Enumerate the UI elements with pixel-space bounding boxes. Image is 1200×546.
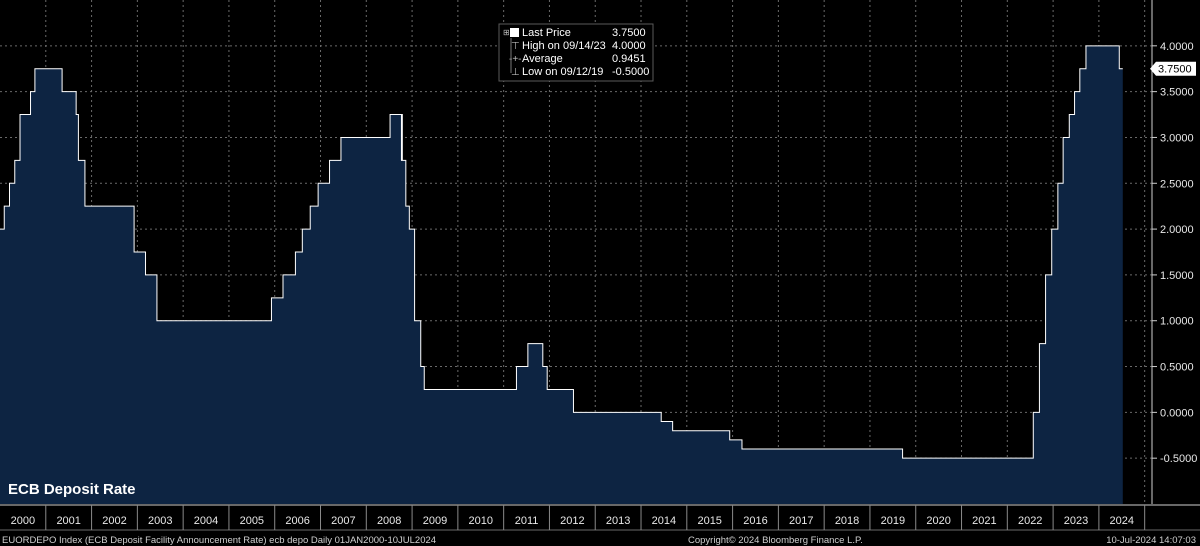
- y-tick-label: 2.0000: [1160, 224, 1194, 236]
- x-tick-label: 2001: [56, 515, 80, 527]
- x-tick-label: 2020: [926, 515, 950, 527]
- x-tick-label: 2008: [377, 515, 401, 527]
- x-tick-label: 2010: [469, 515, 493, 527]
- tooltip-value-last: 3.7500: [612, 27, 646, 39]
- x-tick-label: 2009: [423, 515, 447, 527]
- x-tick-label: 2023: [1064, 515, 1088, 527]
- x-tick-label: 2017: [789, 515, 813, 527]
- y-tick-label: 0.5000: [1160, 362, 1194, 374]
- y-tick-label: 4.0000: [1160, 41, 1194, 53]
- last-value-label: 3.7500: [1158, 64, 1192, 76]
- y-tick-label: -0.5000: [1160, 453, 1197, 465]
- area-series: [0, 45, 1123, 505]
- x-tick-label: 2005: [240, 515, 264, 527]
- x-tick-label: 2002: [102, 515, 126, 527]
- y-tick-label: 1.5000: [1160, 270, 1194, 282]
- x-tick-label: 2024: [1110, 515, 1134, 527]
- tooltip-label-high: High on 09/14/23: [522, 40, 606, 52]
- last-price-marker: [510, 28, 519, 37]
- average-icon: -+-: [509, 54, 522, 65]
- x-axis: 2000 2001 2002 2003 2004 2005 2006 2007 2008 2009…: [0, 504, 1200, 531]
- tooltip-label-average: Average: [522, 53, 563, 65]
- x-tick-label: 2003: [148, 515, 172, 527]
- last-value-badge: 3.7500: [1150, 61, 1196, 76]
- low-icon: ⊥: [511, 67, 520, 78]
- x-tick-label: 2006: [285, 515, 309, 527]
- svg-text:⊞: ⊞: [503, 28, 510, 37]
- tooltip-value-low: -0.5000: [612, 66, 649, 78]
- tooltip-value-high: 4.0000: [612, 40, 646, 52]
- x-tick-label: 2004: [194, 515, 218, 527]
- x-tick-label: 2022: [1018, 515, 1042, 527]
- y-axis: -0.5000 0.0000 0.5000 1.0000 1.5000 2.0000 2.5…: [1151, 0, 1197, 504]
- x-tick-label: 2018: [835, 515, 859, 527]
- high-icon: ⊤: [511, 41, 520, 52]
- tooltip-label-low: Low on 09/12/19: [522, 66, 603, 78]
- footer-timestamp: 10-Jul-2024 14:07:03: [1106, 535, 1196, 546]
- x-tick-label: 2015: [697, 515, 721, 527]
- x-tick-label: 2013: [606, 515, 630, 527]
- price-tooltip: ⊞ Last Price 3.7500 ⊤ High on 09/14/23 4…: [498, 23, 654, 82]
- x-tick-label: 2007: [331, 515, 355, 527]
- series-line: [0, 45, 1123, 459]
- y-tick-label: 3.5000: [1160, 87, 1194, 99]
- y-tick-label: 1.0000: [1160, 316, 1194, 328]
- tooltip-value-average: 0.9451: [612, 53, 646, 65]
- y-tick-label: 0.0000: [1160, 407, 1194, 419]
- x-tick-label: 2014: [652, 515, 676, 527]
- x-tick-label: 2016: [743, 515, 767, 527]
- tooltip-label-last: Last Price: [522, 27, 571, 39]
- x-tick-label: 2021: [972, 515, 996, 527]
- series-area-fill: [0, 45, 1123, 505]
- footer-source: EUORDEPO Index (ECB Deposit Facility Ann…: [2, 535, 436, 546]
- x-tick-label: 2012: [560, 515, 584, 527]
- x-tick-label: 2011: [515, 515, 539, 527]
- x-tick-label: 2000: [11, 515, 35, 527]
- y-tick-label: 3.0000: [1160, 132, 1194, 144]
- chart-title: ECB Deposit Rate: [8, 481, 136, 498]
- footer-copyright: Copyright© 2024 Bloomberg Finance L.P.: [688, 535, 863, 546]
- x-tick-label: 2019: [881, 515, 905, 527]
- y-tick-label: 2.5000: [1160, 178, 1194, 190]
